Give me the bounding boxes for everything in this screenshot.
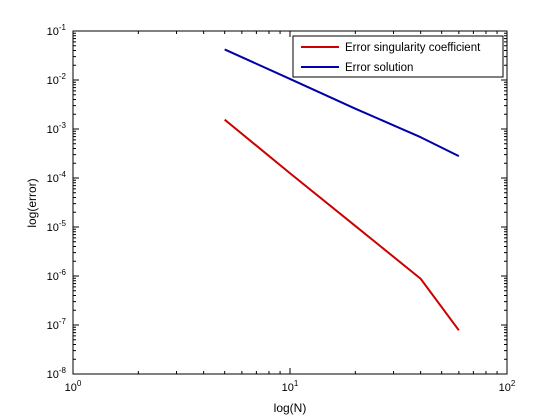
y-tick-label: 10-7 <box>47 317 67 332</box>
series-line-error-singularity-coefficient <box>224 118 460 331</box>
legend: Error singularity coefficient Error solu… <box>292 35 504 78</box>
y-tick-label: 10-2 <box>47 72 67 87</box>
y-tick-label: 10-4 <box>47 170 67 185</box>
x-tick-label: 101 <box>282 379 299 394</box>
y-tick-label: 10-5 <box>47 219 67 234</box>
legend-label-error-singularity-coefficient: Error singularity coefficient <box>345 42 481 54</box>
y-axis-label: log(error) <box>25 178 39 227</box>
y-tick-label: 10-8 <box>47 366 67 381</box>
legend-label-error-solution: Error solution <box>345 62 413 74</box>
y-tick-label: 10-1 <box>47 23 67 38</box>
x-tick-label: 100 <box>65 379 82 394</box>
y-tick-label: 10-3 <box>47 121 67 136</box>
series-line-error-solution <box>224 48 460 157</box>
plot-area <box>72 30 508 375</box>
legend-box <box>292 35 504 78</box>
axis-ticks: 100 101 102 10-8 10-7 10-6 10-5 10-4 10-3 10-2 10-… <box>47 23 516 394</box>
series-layer <box>224 48 460 331</box>
x-tick-label: 102 <box>499 379 516 394</box>
y-tick-label: 10-6 <box>47 268 67 283</box>
x-axis-label: log(N) <box>274 401 307 415</box>
